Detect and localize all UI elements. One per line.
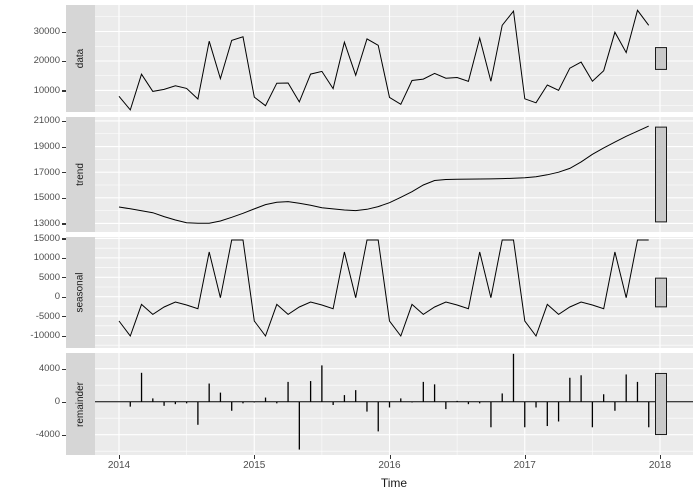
facet-strip-label: trend <box>74 163 86 186</box>
x-tick-mark <box>389 455 391 459</box>
y-tick-mark <box>62 146 66 148</box>
y-tick-mark <box>62 238 66 240</box>
y-tick-mark <box>62 368 66 370</box>
x-tick-mark <box>254 455 256 459</box>
y-tick-label: 15000 <box>33 232 60 244</box>
facet-strip-remainder: remainder <box>66 353 95 455</box>
panel-background <box>95 117 693 232</box>
y-tick-mark <box>62 335 66 337</box>
y-tick-label: 21000 <box>33 115 60 127</box>
relative-scale-bar <box>655 126 667 223</box>
panel-trend <box>95 117 693 232</box>
x-tick-mark <box>524 455 526 459</box>
facet-strip-label: remainder <box>75 381 86 427</box>
y-tick-label: 0 <box>54 291 60 303</box>
x-tick-label: 2015 <box>243 460 266 471</box>
y-tick-mark <box>62 277 66 279</box>
y-tick-label: 30000 <box>33 26 60 37</box>
series-line-trend <box>118 125 649 224</box>
y-tick-label: 13000 <box>33 217 60 229</box>
relative-scale-bar <box>655 277 667 308</box>
panel-background <box>95 353 693 455</box>
facet-strip-label: data <box>75 48 86 69</box>
series-line-data <box>118 9 650 111</box>
y-tick-mark <box>62 172 66 174</box>
relative-scale-bar <box>655 47 667 70</box>
y-tick-label: 4000 <box>38 363 60 375</box>
y-tick-mark <box>62 60 66 63</box>
panel-seasonal <box>95 237 693 348</box>
y-tick-label: 17000 <box>33 166 60 178</box>
x-tick-mark <box>119 455 121 459</box>
y-tick-label: 0 <box>54 396 60 408</box>
y-tick-mark <box>62 434 66 436</box>
y-tick-mark <box>62 90 66 92</box>
facet-strip-data: data <box>66 5 95 112</box>
x-tick-label: 2016 <box>378 460 401 471</box>
relative-scale-bar <box>655 372 667 436</box>
y-tick-label: 10000 <box>33 84 60 96</box>
x-tick-label: 2017 <box>513 460 536 471</box>
y-tick-mark <box>62 296 66 298</box>
y-tick-mark <box>62 120 66 123</box>
panel-remainder <box>95 353 693 455</box>
facet-strip-trend: trend <box>66 117 95 232</box>
y-tick-mark <box>62 223 66 225</box>
facet-strip-label: seasonal <box>75 272 86 313</box>
y-tick-label: -5000 <box>35 310 60 322</box>
y-tick-label: -4000 <box>35 429 60 441</box>
y-tick-label: 10000 <box>33 252 60 264</box>
x-tick-label: 2018 <box>648 460 672 471</box>
y-tick-mark <box>62 316 66 318</box>
x-tick-label: 2014 <box>107 460 131 471</box>
x-tick-mark <box>660 455 662 459</box>
y-tick-label: 15000 <box>33 192 60 204</box>
y-tick-label: -10000 <box>30 330 60 341</box>
panel-background <box>95 237 693 348</box>
y-tick-label: 19000 <box>33 141 60 153</box>
series-line-seasonal <box>118 239 649 338</box>
y-tick-label: 5000 <box>38 271 60 283</box>
y-tick-mark <box>62 197 66 199</box>
facet-strip-seasonal: seasonal <box>66 237 95 348</box>
panel-data <box>95 5 693 112</box>
y-tick-mark <box>62 31 66 33</box>
y-tick-label: 20000 <box>33 55 60 67</box>
panel-background <box>95 5 693 112</box>
y-tick-mark <box>62 401 66 403</box>
y-tick-mark <box>62 257 66 260</box>
x-axis-title: Time <box>380 476 408 490</box>
